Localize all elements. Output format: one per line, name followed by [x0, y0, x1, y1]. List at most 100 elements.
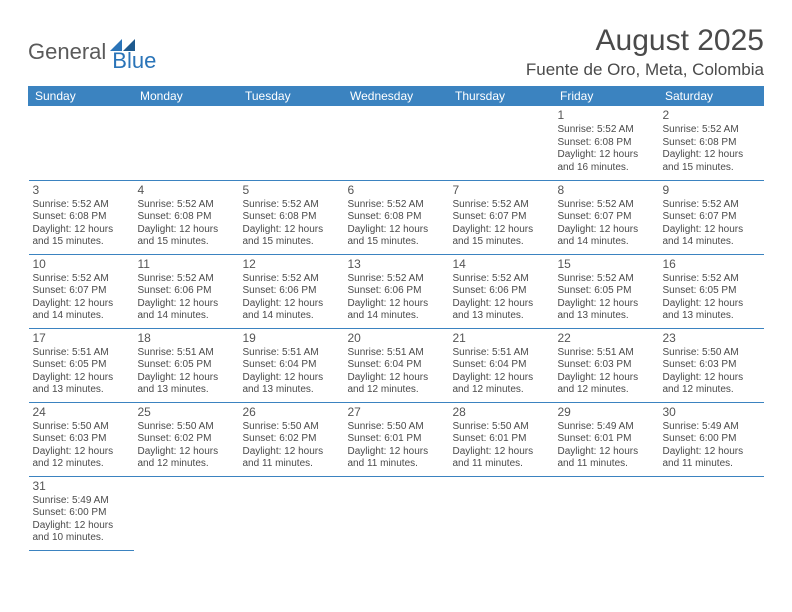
day-number: 1 — [558, 108, 655, 123]
calendar-cell: 31Sunrise: 5:49 AMSunset: 6:00 PMDayligh… — [29, 476, 134, 550]
calendar-body: 1Sunrise: 5:52 AMSunset: 6:08 PMDaylight… — [29, 106, 764, 550]
sunrise-line: Sunrise: 5:51 AM — [348, 347, 445, 360]
sunset-line: Sunset: 6:07 PM — [453, 211, 550, 224]
sunset-line: Sunset: 6:06 PM — [138, 285, 235, 298]
day-number: 31 — [33, 479, 130, 494]
calendar-cell — [239, 106, 344, 180]
calendar-cell: 27Sunrise: 5:50 AMSunset: 6:01 PMDayligh… — [344, 402, 449, 476]
day-number: 15 — [558, 257, 655, 272]
sunrise-line: Sunrise: 5:52 AM — [663, 199, 760, 212]
daylight-line: Daylight: 12 hours and 15 minutes. — [453, 224, 550, 249]
calendar-cell: 25Sunrise: 5:50 AMSunset: 6:02 PMDayligh… — [134, 402, 239, 476]
daylight-line: Daylight: 12 hours and 14 minutes. — [138, 298, 235, 323]
sunrise-line: Sunrise: 5:52 AM — [348, 199, 445, 212]
day-number: 10 — [33, 257, 130, 272]
weekday-header: Tuesday — [239, 86, 344, 106]
calendar-cell: 17Sunrise: 5:51 AMSunset: 6:05 PMDayligh… — [29, 328, 134, 402]
sunset-line: Sunset: 6:05 PM — [558, 285, 655, 298]
sunset-line: Sunset: 6:02 PM — [243, 433, 340, 446]
day-number: 21 — [453, 331, 550, 346]
calendar-cell — [449, 476, 554, 550]
daylight-line: Daylight: 12 hours and 11 minutes. — [558, 446, 655, 471]
sunrise-line: Sunrise: 5:50 AM — [138, 421, 235, 434]
sunset-line: Sunset: 6:01 PM — [558, 433, 655, 446]
calendar-cell: 3Sunrise: 5:52 AMSunset: 6:08 PMDaylight… — [29, 180, 134, 254]
sunset-line: Sunset: 6:05 PM — [138, 359, 235, 372]
calendar-cell: 30Sunrise: 5:49 AMSunset: 6:00 PMDayligh… — [659, 402, 764, 476]
calendar-table: SundayMondayTuesdayWednesdayThursdayFrid… — [28, 86, 764, 551]
sunset-line: Sunset: 6:04 PM — [243, 359, 340, 372]
daylight-line: Daylight: 12 hours and 13 minutes. — [138, 372, 235, 397]
sunset-line: Sunset: 6:06 PM — [453, 285, 550, 298]
sunrise-line: Sunrise: 5:52 AM — [243, 199, 340, 212]
page-title: August 2025 — [526, 24, 764, 58]
daylight-line: Daylight: 12 hours and 12 minutes. — [663, 372, 760, 397]
day-number: 9 — [663, 183, 760, 198]
sunset-line: Sunset: 6:00 PM — [663, 433, 760, 446]
logo: General Blue — [28, 24, 156, 74]
calendar-cell: 26Sunrise: 5:50 AMSunset: 6:02 PMDayligh… — [239, 402, 344, 476]
sunrise-line: Sunrise: 5:50 AM — [33, 421, 130, 434]
daylight-line: Daylight: 12 hours and 12 minutes. — [558, 372, 655, 397]
title-block: August 2025 Fuente de Oro, Meta, Colombi… — [526, 24, 764, 80]
daylight-line: Daylight: 12 hours and 13 minutes. — [33, 372, 130, 397]
calendar-cell — [29, 106, 134, 180]
daylight-line: Daylight: 12 hours and 15 minutes. — [243, 224, 340, 249]
weekday-header: Friday — [554, 86, 659, 106]
daylight-line: Daylight: 12 hours and 16 minutes. — [558, 149, 655, 174]
sunrise-line: Sunrise: 5:50 AM — [453, 421, 550, 434]
calendar-row: 17Sunrise: 5:51 AMSunset: 6:05 PMDayligh… — [29, 328, 764, 402]
weekday-header: Saturday — [659, 86, 764, 106]
daylight-line: Daylight: 12 hours and 12 minutes. — [33, 446, 130, 471]
daylight-line: Daylight: 12 hours and 11 minutes. — [348, 446, 445, 471]
day-number: 29 — [558, 405, 655, 420]
daylight-line: Daylight: 12 hours and 13 minutes. — [453, 298, 550, 323]
calendar-cell — [134, 106, 239, 180]
sunrise-line: Sunrise: 5:51 AM — [453, 347, 550, 360]
calendar-cell: 21Sunrise: 5:51 AMSunset: 6:04 PMDayligh… — [449, 328, 554, 402]
day-number: 8 — [558, 183, 655, 198]
sunrise-line: Sunrise: 5:52 AM — [558, 124, 655, 137]
sunrise-line: Sunrise: 5:52 AM — [453, 273, 550, 286]
day-number: 4 — [138, 183, 235, 198]
daylight-line: Daylight: 12 hours and 14 minutes. — [558, 224, 655, 249]
sunrise-line: Sunrise: 5:49 AM — [663, 421, 760, 434]
calendar-row: 3Sunrise: 5:52 AMSunset: 6:08 PMDaylight… — [29, 180, 764, 254]
day-number: 3 — [33, 183, 130, 198]
sunrise-line: Sunrise: 5:52 AM — [663, 273, 760, 286]
sunrise-line: Sunrise: 5:52 AM — [663, 124, 760, 137]
calendar-cell — [449, 106, 554, 180]
sunset-line: Sunset: 6:08 PM — [348, 211, 445, 224]
sunset-line: Sunset: 6:06 PM — [348, 285, 445, 298]
sunset-line: Sunset: 6:03 PM — [558, 359, 655, 372]
daylight-line: Daylight: 12 hours and 11 minutes. — [663, 446, 760, 471]
calendar-cell: 12Sunrise: 5:52 AMSunset: 6:06 PMDayligh… — [239, 254, 344, 328]
weekday-header-row: SundayMondayTuesdayWednesdayThursdayFrid… — [29, 86, 764, 106]
sunrise-line: Sunrise: 5:52 AM — [558, 273, 655, 286]
day-number: 13 — [348, 257, 445, 272]
calendar-row: 24Sunrise: 5:50 AMSunset: 6:03 PMDayligh… — [29, 402, 764, 476]
calendar-cell: 13Sunrise: 5:52 AMSunset: 6:06 PMDayligh… — [344, 254, 449, 328]
sunrise-line: Sunrise: 5:52 AM — [138, 273, 235, 286]
sunrise-line: Sunrise: 5:51 AM — [33, 347, 130, 360]
calendar-cell: 18Sunrise: 5:51 AMSunset: 6:05 PMDayligh… — [134, 328, 239, 402]
sunset-line: Sunset: 6:04 PM — [348, 359, 445, 372]
sunset-line: Sunset: 6:00 PM — [33, 507, 130, 520]
sunset-line: Sunset: 6:01 PM — [453, 433, 550, 446]
daylight-line: Daylight: 12 hours and 15 minutes. — [138, 224, 235, 249]
daylight-line: Daylight: 12 hours and 15 minutes. — [348, 224, 445, 249]
calendar-cell: 6Sunrise: 5:52 AMSunset: 6:08 PMDaylight… — [344, 180, 449, 254]
daylight-line: Daylight: 12 hours and 12 minutes. — [138, 446, 235, 471]
sunrise-line: Sunrise: 5:52 AM — [453, 199, 550, 212]
daylight-line: Daylight: 12 hours and 13 minutes. — [663, 298, 760, 323]
sunset-line: Sunset: 6:02 PM — [138, 433, 235, 446]
sunrise-line: Sunrise: 5:51 AM — [243, 347, 340, 360]
sunset-line: Sunset: 6:08 PM — [558, 137, 655, 150]
calendar-cell: 23Sunrise: 5:50 AMSunset: 6:03 PMDayligh… — [659, 328, 764, 402]
daylight-line: Daylight: 12 hours and 13 minutes. — [243, 372, 340, 397]
sunset-line: Sunset: 6:05 PM — [663, 285, 760, 298]
calendar-cell: 10Sunrise: 5:52 AMSunset: 6:07 PMDayligh… — [29, 254, 134, 328]
calendar-cell: 28Sunrise: 5:50 AMSunset: 6:01 PMDayligh… — [449, 402, 554, 476]
weekday-header: Wednesday — [344, 86, 449, 106]
daylight-line: Daylight: 12 hours and 12 minutes. — [453, 372, 550, 397]
